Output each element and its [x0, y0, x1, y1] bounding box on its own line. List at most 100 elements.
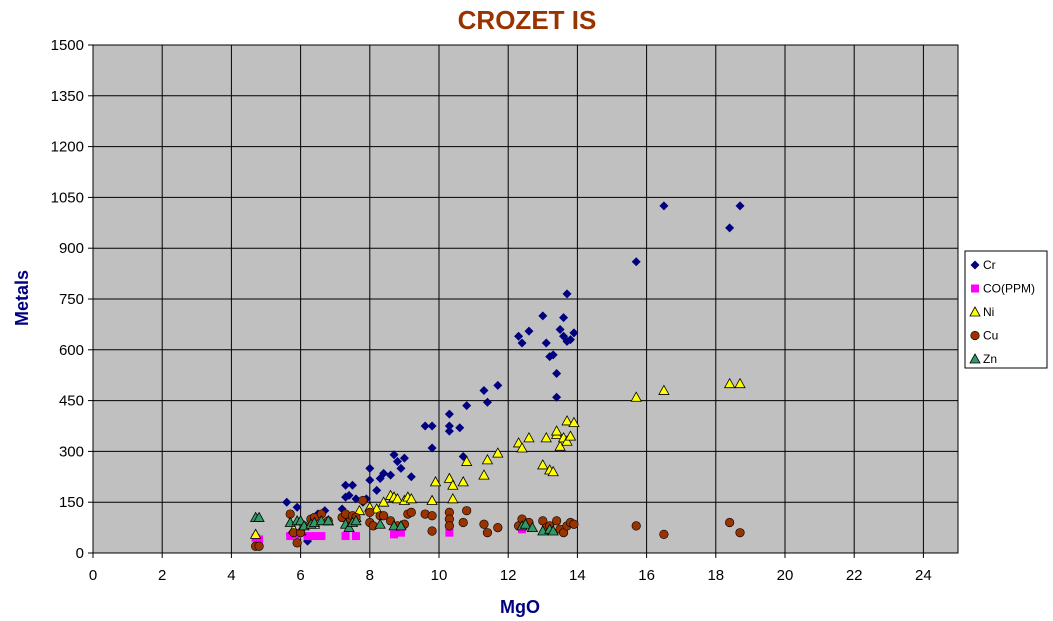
- y-tick-label: 750: [59, 291, 84, 308]
- x-tick-label: 10: [431, 567, 448, 584]
- x-tick-label: 14: [569, 567, 586, 584]
- ni-point: [391, 492, 404, 504]
- ni-point: [447, 479, 459, 490]
- cr-point: [735, 201, 745, 211]
- series-cu: [251, 495, 745, 551]
- x-tick-label: 2: [158, 567, 166, 584]
- ni-point: [481, 454, 494, 465]
- cr-point: [479, 385, 489, 395]
- co-ppm-point: [341, 532, 350, 541]
- co-ppm-point: [390, 530, 399, 539]
- zn-point: [395, 520, 407, 531]
- ni-point: [547, 465, 559, 477]
- ni-point: [516, 442, 528, 453]
- cu-point: [458, 517, 468, 528]
- cr-point: [389, 450, 399, 460]
- x-tick-label: 20: [777, 567, 794, 584]
- cr-point: [427, 443, 437, 453]
- zn-point: [322, 515, 334, 526]
- x-tick-label: 12: [500, 567, 517, 584]
- legend-label-zn: Zn: [983, 352, 997, 366]
- legend-marker-zn: [969, 353, 981, 364]
- legend-marker-cr: [970, 260, 980, 270]
- ni-point: [630, 391, 642, 402]
- y-tick-label: 900: [59, 240, 84, 257]
- x-tick-label: 16: [638, 567, 655, 584]
- cr-point: [548, 350, 558, 360]
- ni-point: [723, 377, 736, 389]
- cu-point: [659, 529, 669, 539]
- cr-point: [562, 289, 572, 299]
- cu-point: [631, 521, 641, 531]
- ni-point: [429, 476, 442, 487]
- ni-point: [377, 496, 390, 507]
- x-tick-label: 18: [707, 567, 724, 584]
- ni-point: [561, 415, 573, 426]
- cr-point: [396, 463, 406, 473]
- zn-point: [253, 511, 265, 522]
- y-tick-label: 1200: [51, 139, 84, 156]
- cr-point: [344, 490, 354, 500]
- cr-point: [462, 401, 472, 411]
- co-ppm-point: [317, 532, 326, 541]
- ni-point: [249, 528, 262, 539]
- zn-point: [343, 521, 355, 532]
- cu-point: [444, 521, 454, 531]
- cr-point: [372, 485, 382, 495]
- cu-point: [254, 541, 264, 551]
- y-tick-label: 1500: [51, 37, 84, 54]
- cu-point: [379, 511, 389, 521]
- series-cr: [282, 201, 745, 546]
- x-tick-label: 22: [846, 567, 863, 584]
- cu-point: [552, 516, 562, 526]
- ni-point: [734, 377, 746, 389]
- cu-point: [427, 511, 437, 521]
- legend-label-cu: Cu: [983, 329, 998, 343]
- cr-point: [444, 409, 454, 419]
- legend-marker-cu: [970, 330, 980, 341]
- cu-point: [735, 528, 745, 538]
- cr-point: [493, 380, 503, 390]
- legend-label-cr: Cr: [983, 258, 996, 272]
- x-tick-label: 24: [915, 567, 932, 584]
- zn-point: [374, 518, 386, 529]
- x-tick-label: 4: [227, 567, 235, 584]
- chart-title: CROZET IS: [458, 5, 597, 35]
- cr-point: [392, 457, 402, 467]
- cr-point: [659, 201, 669, 211]
- data-points: [249, 201, 746, 551]
- cr-point: [524, 326, 534, 336]
- cr-point: [406, 472, 416, 482]
- co-ppm-point: [303, 532, 312, 541]
- cr-point: [379, 468, 389, 478]
- ni-point: [443, 472, 456, 483]
- cr-point: [292, 502, 302, 512]
- ni-point: [550, 425, 563, 436]
- cu-point: [462, 506, 472, 516]
- ni-point: [540, 432, 552, 443]
- cr-point: [517, 338, 527, 348]
- co-ppm-point: [351, 532, 360, 541]
- zn-point: [315, 515, 328, 526]
- co-ppm-point: [396, 528, 405, 537]
- co-ppm-point: [445, 528, 454, 537]
- ni-point: [658, 384, 670, 395]
- cr-point: [541, 338, 551, 348]
- ni-point: [405, 492, 417, 504]
- legend-marker-ni: [969, 306, 981, 317]
- cr-point: [282, 497, 292, 507]
- cu-point: [569, 519, 579, 529]
- cr-point: [482, 397, 492, 407]
- cr-point: [351, 494, 361, 504]
- cu-point: [292, 538, 302, 548]
- cr-point: [514, 331, 524, 341]
- zn-point: [519, 518, 532, 529]
- cu-point: [365, 507, 375, 517]
- cr-point: [420, 421, 430, 431]
- cu-point: [479, 519, 489, 529]
- x-tick-label: 6: [296, 567, 304, 584]
- ni-point: [568, 416, 580, 428]
- ni-point: [554, 440, 566, 451]
- cu-point: [482, 528, 493, 538]
